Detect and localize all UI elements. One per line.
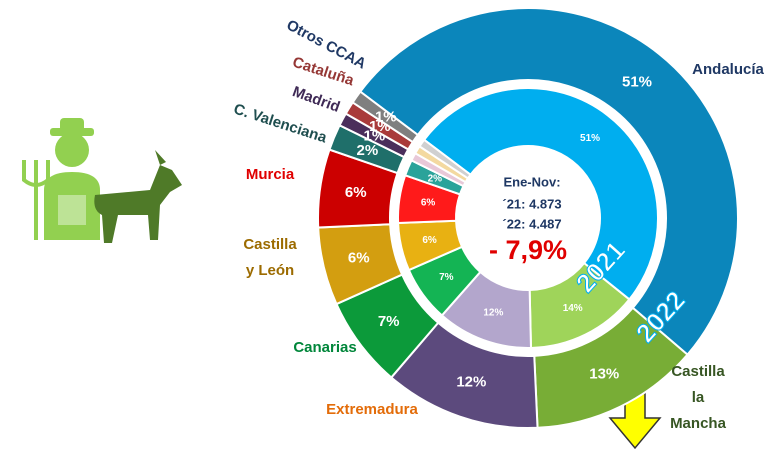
slice [358,7,739,357]
slice [418,138,472,180]
goat-icon [94,150,182,243]
slice [351,90,420,144]
value-label: 2% [428,174,443,185]
value-label: 7% [378,313,400,330]
donut: 51%14%12%7%6%6%2%51%13%12%7%6%6%2%1%1%1% [317,7,739,429]
center-text: ´21: 4.873 [502,196,561,211]
value-label: 2% [357,142,379,159]
value-label: 6% [348,249,370,266]
value-label: 6% [422,235,437,246]
category-label: Castilla y León [243,236,297,279]
change-text: - 7,9% [489,235,567,265]
value-label: 12% [483,308,503,319]
category-label: Andalucía [692,61,764,78]
value-label: 51% [622,73,652,90]
value-label: 7% [439,272,454,283]
value-label: 14% [563,303,583,314]
value-label: 12% [456,373,486,390]
value-label: 1% [375,109,397,126]
center-text: ´22: 4.487 [502,216,561,231]
down-arrow [608,391,662,450]
category-label: Extremadura [326,401,418,418]
value-label: 51% [580,133,600,144]
slice [422,87,659,301]
center-text: Ene-Nov: [503,174,560,189]
farmer-icon [22,118,100,240]
category-label: Castilla la Mancha [670,363,726,432]
center-disc [458,148,598,288]
value-label: 6% [421,198,436,209]
value-label: 13% [589,365,619,382]
category-label: Canarias [293,339,357,356]
category-label: Murcia [245,166,295,183]
value-label: 6% [345,184,367,201]
